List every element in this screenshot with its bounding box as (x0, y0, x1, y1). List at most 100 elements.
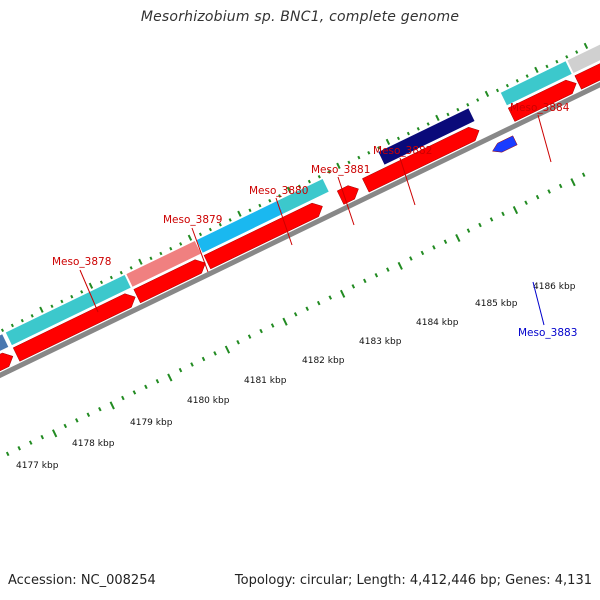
outer-tick (119, 270, 123, 275)
cog-bar (0, 334, 9, 351)
kbp-tick (374, 273, 379, 278)
cds-arrow (492, 135, 518, 153)
kbp-tick (386, 267, 390, 272)
outer-tick (426, 122, 430, 126)
kbp-tick (489, 217, 494, 222)
outer-tick (396, 136, 401, 141)
kbp-tick (178, 367, 183, 373)
outer-tick (30, 314, 34, 318)
outer-tick (416, 127, 420, 131)
outer-tick (327, 170, 331, 174)
kbp-tick (570, 178, 576, 187)
kbp-tick (432, 245, 436, 250)
outer-tick (406, 131, 410, 136)
kbp-tick (98, 406, 102, 412)
outer-tick (208, 227, 212, 232)
genome-summary: Topology: circular; Length: 4,412,446 bp… (234, 573, 592, 588)
outer-tick (583, 42, 589, 50)
outer-tick (50, 304, 54, 309)
gene-label: Meso_3884 (510, 102, 570, 114)
kbp-tick (409, 256, 413, 261)
kbp-tick (581, 172, 586, 178)
outer-tick (347, 160, 351, 165)
gene-leader-line (79, 269, 99, 313)
kbp-tick (201, 356, 206, 362)
kbp-tick (270, 323, 275, 328)
kbp-tick (547, 189, 551, 194)
outer-tick (476, 98, 480, 102)
cds-arrow (133, 259, 206, 304)
outer-tick (20, 318, 24, 323)
kbp-tick (86, 412, 91, 418)
accession-label: Accession: NC_008254 (8, 573, 156, 588)
kbp-tick (63, 423, 68, 429)
outer-tick (149, 256, 153, 261)
cog-bar (5, 275, 131, 346)
kbp-tick (75, 418, 79, 423)
cds-arrow (574, 63, 600, 90)
kbp-label: 4180 kbp (187, 396, 230, 406)
outer-tick (515, 79, 519, 83)
kbp-tick (155, 379, 160, 384)
kbp-tick (501, 211, 505, 217)
kbp-tick (443, 239, 448, 245)
kbp-tick-ring (5, 172, 586, 457)
outer-tick-ring (0, 42, 589, 333)
outer-tick (109, 275, 113, 280)
outer-tick (495, 88, 500, 93)
outer-tick (377, 146, 381, 150)
kbp-tick (351, 284, 356, 289)
outer-tick (317, 174, 321, 179)
kbp-tick (363, 278, 367, 284)
outer-tick (525, 74, 529, 78)
kbp-tick (316, 300, 321, 306)
outer-tick (446, 112, 450, 117)
kbp-tick (455, 233, 461, 243)
kbp-tick (420, 250, 425, 256)
gene-label: Meso_3882 (373, 145, 432, 157)
kbp-tick (247, 334, 252, 339)
kbp-tick (339, 289, 346, 298)
outer-tick (10, 323, 14, 328)
outer-tick (248, 208, 252, 213)
outer-tick (169, 246, 173, 251)
outer-tick (80, 290, 84, 294)
cds-arrow (507, 79, 577, 122)
outer-tick (357, 155, 361, 160)
gene-label: Meso_3879 (163, 214, 222, 226)
page-title: Mesorhizobium sp. BNC1, complete genome (140, 9, 460, 25)
kbp-tick (132, 390, 137, 395)
kbp-tick (535, 194, 540, 200)
outer-tick (286, 186, 292, 193)
outer-tick (60, 299, 64, 304)
kbp-tick (213, 351, 217, 356)
backbone-track (0, 81, 600, 379)
kbp-tick (236, 339, 240, 345)
outer-tick (456, 107, 460, 112)
kbp-labels: 4177 kbp 4178 kbp 4179 kbp 4180 kbp 4181 kbp… (16, 282, 576, 471)
kbp-label: 4185 kbp (475, 299, 518, 309)
gene-label: Meso_3878 (52, 256, 111, 268)
cog-color-track (0, 44, 600, 351)
gene-leader-line (537, 114, 552, 163)
cog-bar (126, 241, 201, 287)
kbp-tick (224, 345, 231, 354)
gene-leader-line (275, 197, 293, 246)
kbp-tick (558, 183, 563, 189)
kbp-tick (121, 395, 125, 401)
outer-tick (218, 222, 222, 227)
outer-tick (466, 103, 470, 107)
gene-leader-line (191, 227, 209, 273)
kbp-label: 4179 kbp (130, 418, 173, 428)
outer-tick (278, 194, 282, 198)
kbp-tick (109, 401, 115, 410)
gene-label: Meso_3880 (249, 185, 308, 197)
cds-arrow (12, 293, 136, 362)
cds-arrow (0, 352, 14, 372)
kbp-label: 4182 kbp (302, 356, 345, 366)
kbp-tick (190, 362, 194, 367)
kbp-tick (259, 328, 263, 334)
kbp-tick (40, 434, 45, 440)
outer-tick (268, 198, 272, 203)
